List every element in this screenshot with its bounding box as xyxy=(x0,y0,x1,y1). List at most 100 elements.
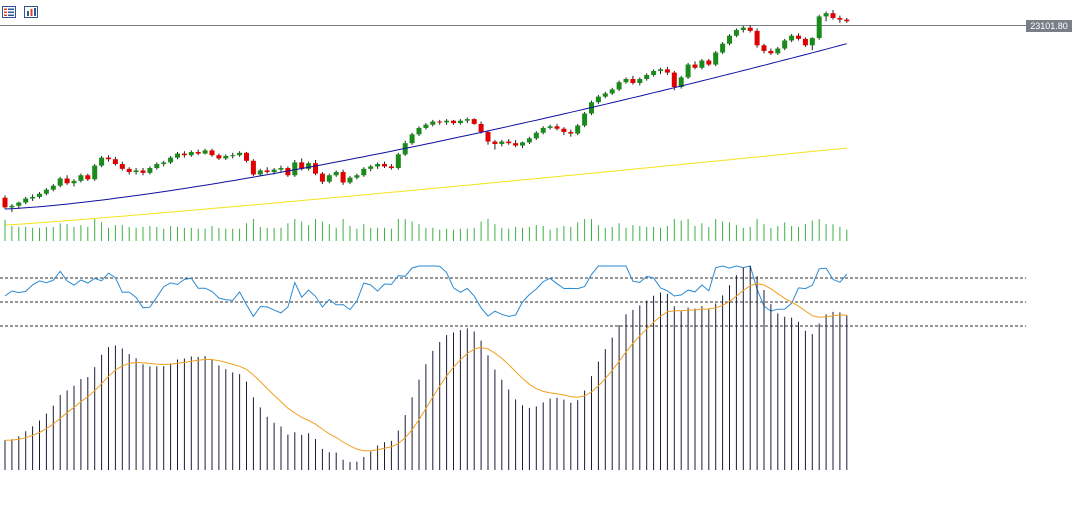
candle-body xyxy=(471,119,477,124)
candle-body xyxy=(575,125,581,134)
candle-body xyxy=(768,50,774,54)
candle-body xyxy=(168,157,174,163)
candle-body xyxy=(354,175,360,178)
chart-settings-icon[interactable] xyxy=(24,5,38,18)
candle-body xyxy=(796,35,801,39)
candle-body xyxy=(202,150,208,154)
candle-body xyxy=(147,168,153,173)
candle-body xyxy=(37,193,42,197)
candle-body xyxy=(333,172,339,176)
candle-body xyxy=(57,178,63,186)
candle-body xyxy=(713,52,719,65)
candle-body xyxy=(451,120,456,124)
candle-body xyxy=(609,89,615,94)
candle-body xyxy=(658,69,663,71)
candle-body xyxy=(423,124,429,128)
candle-body xyxy=(223,156,229,159)
candle-body xyxy=(568,131,574,134)
candle-body xyxy=(499,141,505,144)
candle-body xyxy=(271,169,277,173)
candle-body xyxy=(492,141,498,144)
candle-body xyxy=(561,128,567,132)
candle-body xyxy=(306,163,312,169)
candle-body xyxy=(347,177,353,183)
candle-body xyxy=(112,159,118,165)
candle-body xyxy=(595,96,601,103)
candle-body xyxy=(195,151,201,154)
candle-body xyxy=(395,154,401,169)
candle-body xyxy=(216,155,222,159)
candle-body xyxy=(285,168,291,176)
candle-body xyxy=(278,168,284,170)
candlestick-series xyxy=(2,10,850,213)
candle-body xyxy=(623,78,629,83)
candle-body xyxy=(747,27,753,31)
candle-body xyxy=(154,164,160,169)
candle-body xyxy=(416,127,422,135)
list-icon[interactable] xyxy=(2,5,16,18)
candle-body xyxy=(830,13,836,19)
candle-body xyxy=(264,170,270,173)
candle-body xyxy=(99,157,105,166)
candle-body xyxy=(319,173,325,182)
candle-body xyxy=(540,127,546,133)
candle-body xyxy=(119,164,125,169)
candle-body xyxy=(71,180,77,184)
candle-body xyxy=(664,69,670,73)
candle-body xyxy=(457,120,463,124)
current-price-label: 23101.80 xyxy=(1026,20,1072,32)
candle-body xyxy=(133,170,139,173)
candle-body xyxy=(250,160,256,175)
candle-body xyxy=(361,168,367,176)
candle-body xyxy=(237,152,243,156)
candle-body xyxy=(188,151,194,156)
candle-body xyxy=(740,27,746,31)
candle-body xyxy=(685,64,691,78)
candle-body xyxy=(802,38,808,46)
candle-body xyxy=(368,166,374,169)
candle-body xyxy=(761,45,767,51)
candle-body xyxy=(602,93,608,97)
moving-average-slow-line xyxy=(4,147,847,226)
candle-body xyxy=(844,19,850,22)
candle-body xyxy=(375,164,381,167)
candle-body xyxy=(92,165,98,180)
candle-body xyxy=(692,64,698,68)
moving-average-fast-line xyxy=(4,43,847,210)
candle-body xyxy=(181,153,187,156)
candle-body xyxy=(326,175,332,182)
candle-body xyxy=(230,155,236,157)
candle-body xyxy=(464,119,470,121)
candle-body xyxy=(30,196,36,199)
candle-body xyxy=(299,162,305,169)
candle-body xyxy=(630,78,636,84)
candle-body xyxy=(478,123,484,132)
volume-histogram xyxy=(4,219,848,241)
candle-body xyxy=(789,35,795,41)
rsi-levels xyxy=(0,277,1026,327)
candle-body xyxy=(9,205,15,208)
candle-body xyxy=(209,150,215,156)
candle-body xyxy=(126,168,132,173)
candle-body xyxy=(651,70,657,75)
candle-body xyxy=(616,82,622,90)
candle-body xyxy=(23,198,29,203)
candle-body xyxy=(50,185,56,190)
candle-body xyxy=(506,141,512,144)
candle-body xyxy=(809,38,815,46)
candle-body xyxy=(437,121,443,123)
candle-body xyxy=(837,18,843,20)
candle-body xyxy=(409,134,415,144)
candle-body xyxy=(78,175,84,181)
candle-body xyxy=(733,30,739,36)
candle-body xyxy=(582,113,588,126)
candle-body xyxy=(513,143,519,146)
candle-body xyxy=(485,131,491,142)
candle-body xyxy=(257,170,263,175)
candle-body xyxy=(533,132,539,139)
candle-body xyxy=(313,163,318,174)
candle-body xyxy=(64,178,70,184)
candle-body xyxy=(754,30,760,46)
candle-body xyxy=(340,172,346,183)
candle-body xyxy=(2,197,8,208)
